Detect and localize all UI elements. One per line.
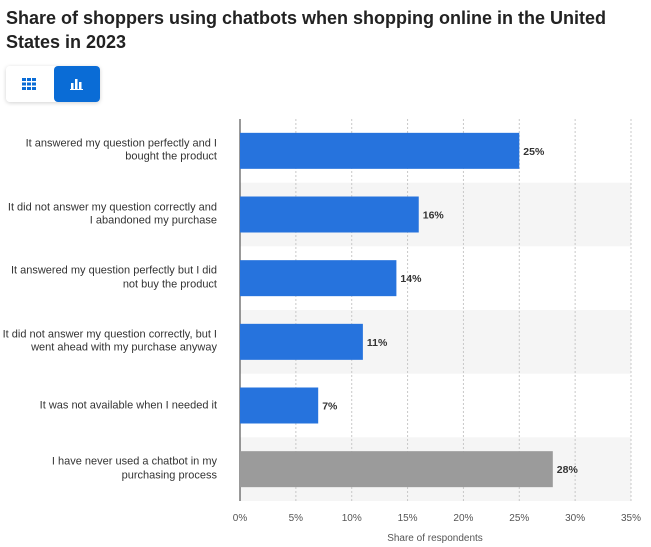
data-label: 14% (400, 273, 422, 285)
row-band (240, 437, 631, 501)
bar (240, 196, 419, 233)
x-tick-label: 15% (398, 513, 418, 524)
chart-view-button[interactable] (54, 66, 100, 102)
x-tick-label: 20% (453, 513, 473, 524)
row-band (240, 310, 631, 374)
x-axis-label: Share of respondents (387, 533, 483, 544)
data-label: 25% (523, 146, 545, 158)
table-view-button[interactable] (6, 66, 52, 102)
bar (240, 323, 363, 360)
data-label: 7% (322, 401, 338, 413)
bar (240, 451, 553, 488)
bar (240, 387, 319, 424)
grid-icon (22, 78, 36, 90)
bar (240, 260, 397, 297)
category-label: I have never used a chatbot in my purcha… (51, 455, 217, 482)
bar-chart-icon (70, 79, 83, 90)
category-label: It answered my question perfectly and I … (25, 137, 217, 163)
category-label: It did not answer my question correctly … (7, 201, 217, 227)
x-tick-label: 30% (565, 513, 585, 524)
bar (240, 132, 520, 169)
category-label: It did not answer my question correctly,… (2, 328, 217, 354)
data-label: 16% (423, 210, 445, 222)
data-label: 28% (557, 464, 579, 476)
x-tick-label: 10% (342, 513, 362, 524)
row-band (240, 182, 631, 247)
chart-title: Share of shoppers using chatbots when sh… (6, 8, 607, 52)
category-label: It was not available when I needed it (39, 398, 217, 411)
data-label: 11% (367, 337, 388, 349)
x-tick-label: 35% (621, 513, 641, 524)
x-tick-label: 5% (289, 513, 304, 524)
x-tick-label: 0% (233, 513, 248, 524)
category-label: It answered my question perfectly but I … (10, 264, 217, 291)
view-toggle (6, 66, 100, 102)
x-tick-label: 25% (509, 513, 529, 524)
